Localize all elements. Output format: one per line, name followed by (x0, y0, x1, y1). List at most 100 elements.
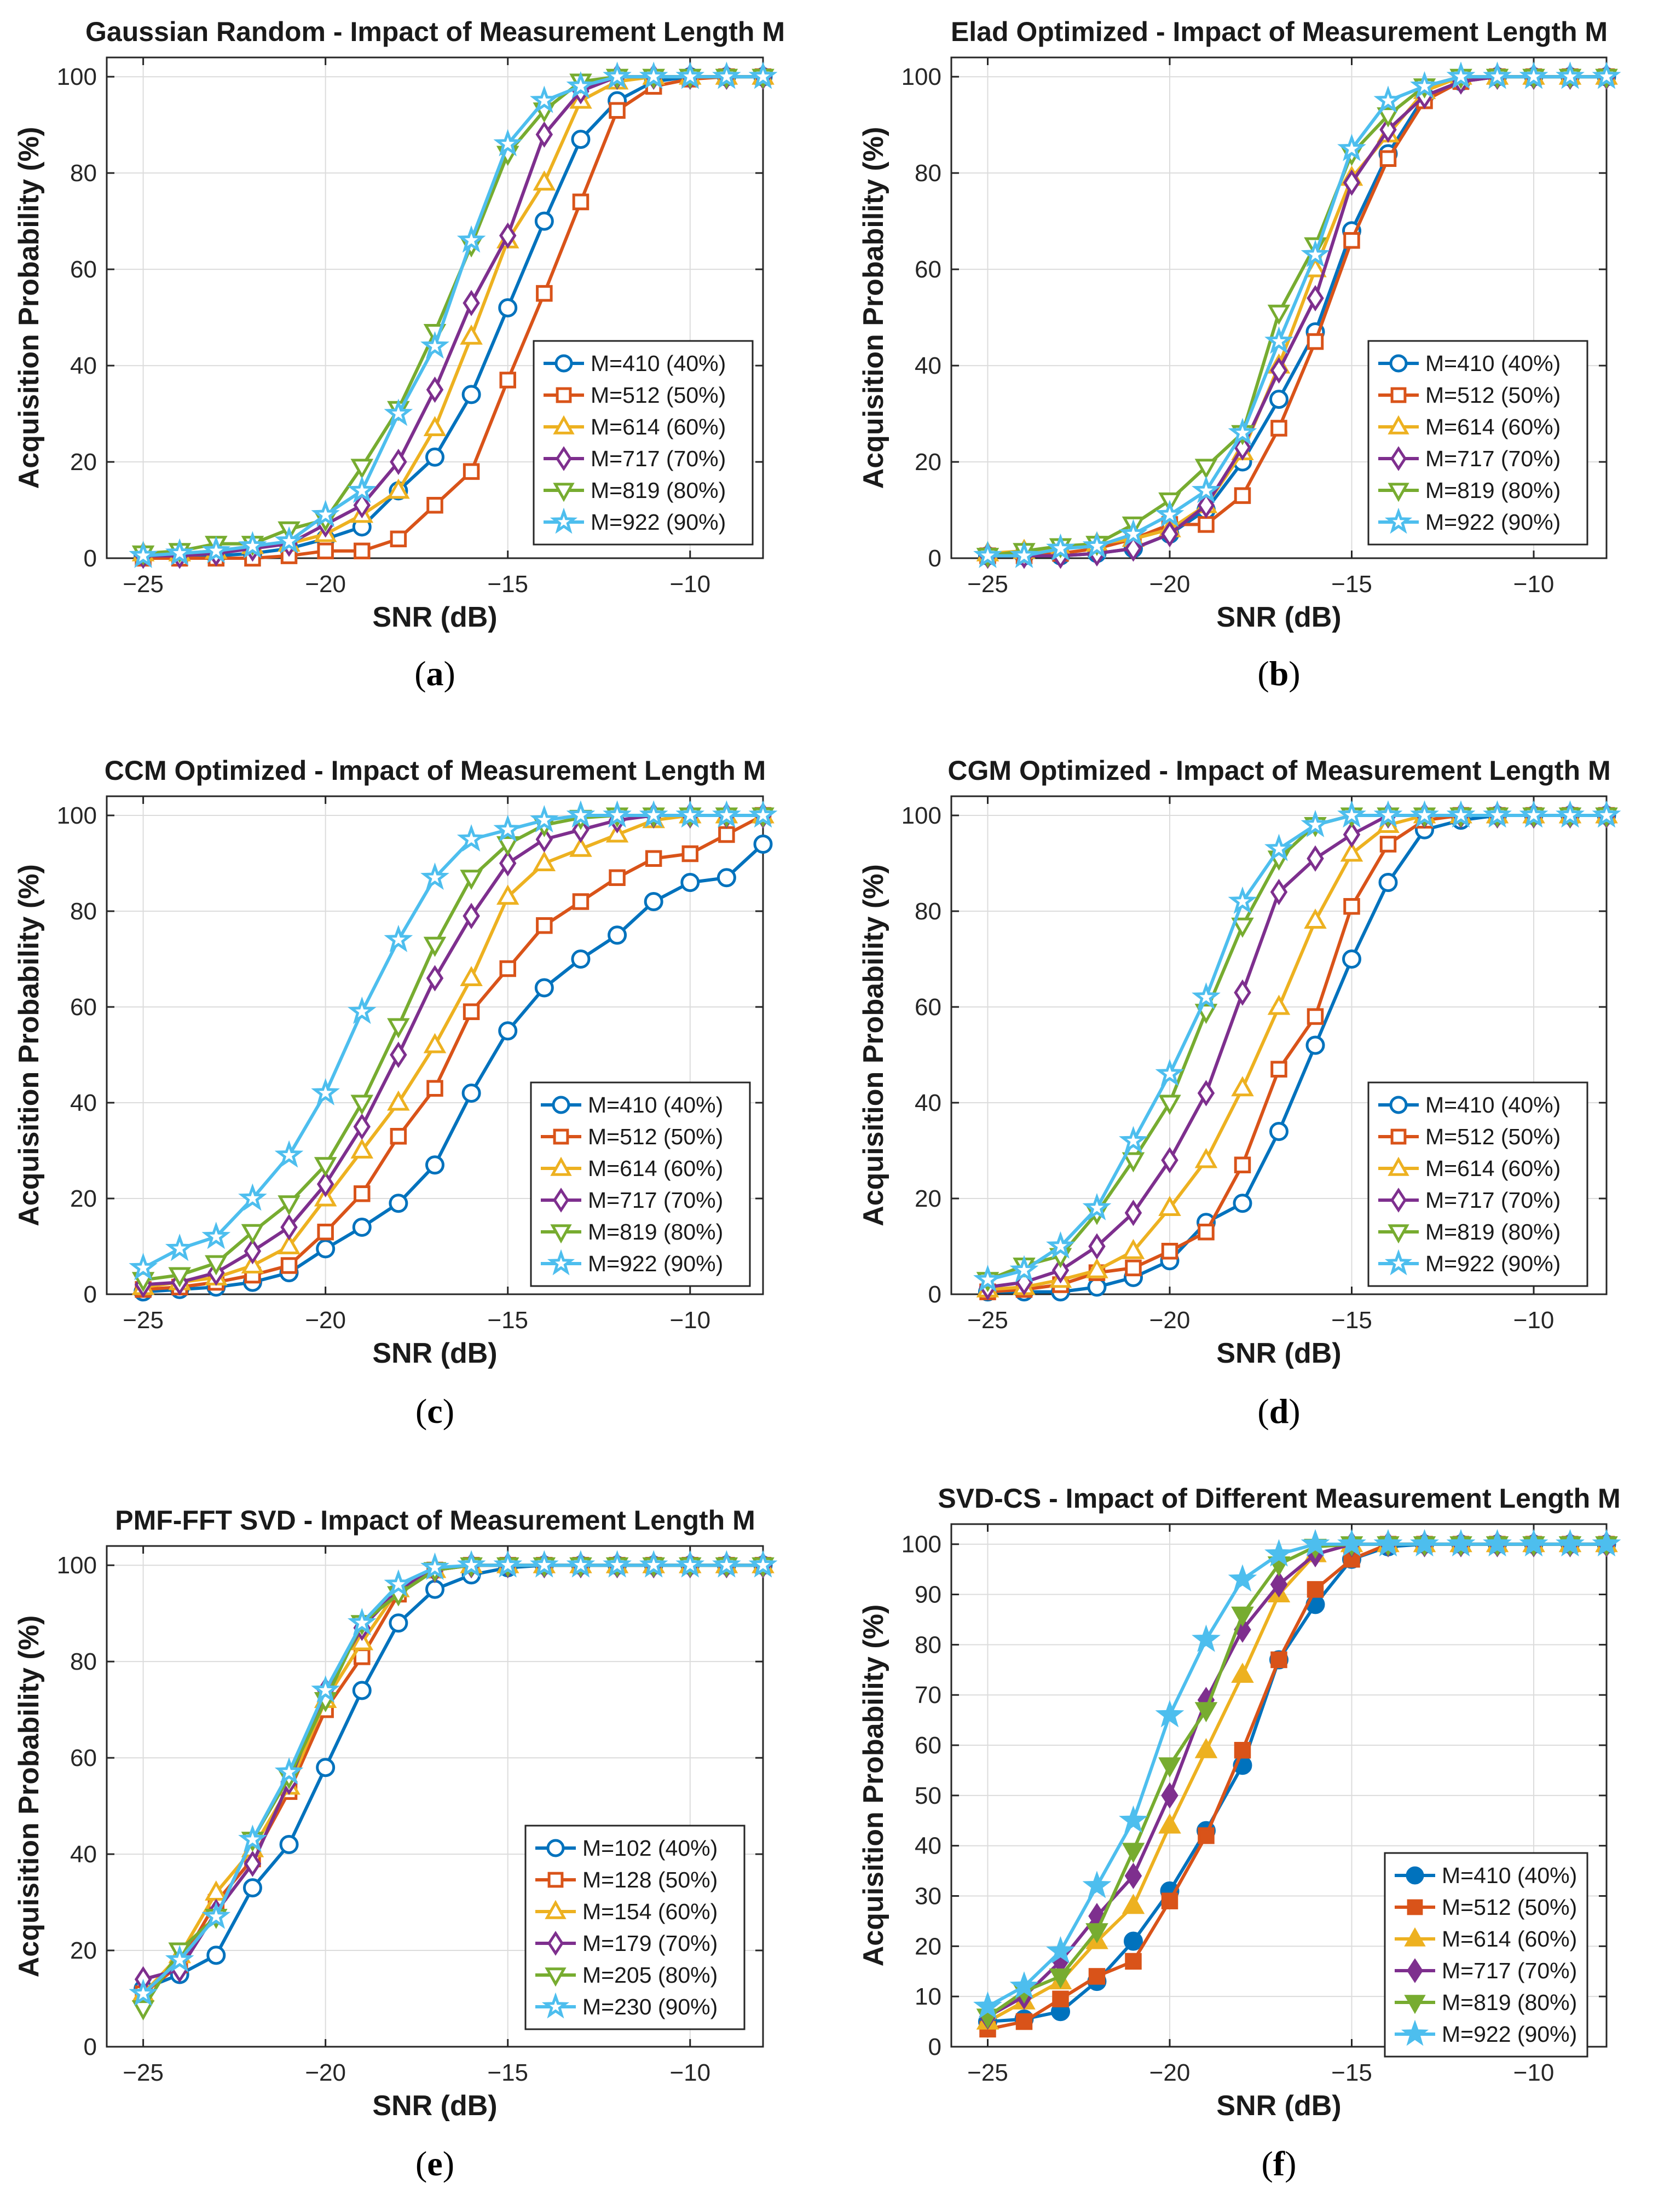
data-point (423, 1033, 447, 1053)
data-point (1194, 459, 1218, 479)
caption-close: ) (1288, 654, 1300, 693)
data-point (461, 1084, 481, 1103)
data-point (460, 870, 483, 890)
data-point (1228, 886, 1257, 914)
legend: M=410 (40%) M=512 (50%) M=614 (60%) M=717 (… (1367, 340, 1588, 546)
data-point (1234, 487, 1251, 504)
y-axis-label: Acquisition Probability (%) (13, 127, 45, 489)
legend-marker (1388, 1224, 1409, 1244)
data-point (675, 1550, 705, 1578)
legend-label: M=819 (80%) (1425, 478, 1561, 503)
data-point (571, 130, 591, 149)
data-point (1377, 107, 1400, 128)
data-point (1307, 285, 1324, 311)
data-point (1270, 1651, 1287, 1669)
y-tick-label: 40 (915, 352, 941, 379)
data-point (1264, 833, 1293, 861)
data-point (426, 376, 444, 403)
data-point (675, 800, 705, 828)
legend-label: M=922 (90%) (1442, 2022, 1577, 2047)
legend-marker (547, 1931, 564, 1956)
legend: M=410 (40%) M=512 (50%) M=614 (60%) M=717 (… (530, 1081, 751, 1287)
data-point (463, 463, 480, 480)
x-tick-label: −20 (305, 2059, 346, 2086)
legend-label: M=614 (60%) (591, 414, 726, 439)
axes-box (106, 795, 764, 1295)
data-point (1119, 1805, 1148, 1833)
legend-label: M=717 (70%) (1425, 446, 1561, 471)
data-point (350, 1138, 374, 1159)
data-point (1269, 1122, 1288, 1141)
data-point (238, 531, 267, 559)
x-axis-label: SNR (dB) (372, 1337, 497, 1369)
data-point (274, 1757, 304, 1785)
data-point (1234, 434, 1251, 461)
legend-label: M=819 (80%) (1442, 1990, 1577, 2015)
data-point (1198, 1827, 1215, 1844)
legend: M=410 (40%) M=512 (50%) M=614 (60%) M=717 (… (1367, 1081, 1588, 1287)
data-point (496, 836, 519, 856)
data-point (1161, 1782, 1178, 1809)
data-point (1122, 1238, 1145, 1259)
caption-letter: c (427, 1392, 442, 1431)
data-point (1379, 116, 1397, 143)
data-point (1379, 836, 1397, 853)
data-point (1161, 1892, 1178, 1909)
legend-label: M=102 (40%) (582, 1835, 718, 1861)
data-point (493, 814, 523, 842)
legend-label: M=819 (80%) (588, 1219, 723, 1244)
data-point (1483, 61, 1512, 89)
data-point (423, 936, 447, 957)
x-tick-label: −25 (967, 571, 1008, 598)
caption-close: ) (1285, 2144, 1296, 2183)
legend-label: M=922 (90%) (588, 1251, 723, 1276)
legend-marker (1384, 1249, 1413, 1276)
panel-caption: (d) (1257, 1392, 1300, 1431)
chart-title: CGM Optimized - Impact of Measurement Le… (947, 755, 1610, 786)
legend-label: M=410 (40%) (1442, 1863, 1577, 1888)
data-point (1158, 1813, 1181, 1834)
legend-label: M=614 (60%) (1442, 1926, 1577, 1952)
data-point (1410, 800, 1439, 828)
y-tick-label: 80 (70, 1648, 97, 1675)
y-tick-label: 90 (915, 1582, 941, 1608)
data-point (354, 542, 371, 560)
data-point (1556, 1528, 1585, 1557)
legend-marker (1390, 387, 1407, 403)
data-point (274, 526, 304, 554)
legend-marker (556, 446, 572, 471)
data-point (1051, 1257, 1070, 1284)
legend-marker (550, 1224, 572, 1244)
data-point (1155, 500, 1184, 528)
data-point (1231, 1606, 1254, 1627)
data-point (1087, 1277, 1107, 1297)
x-tick-label: −10 (1513, 1307, 1555, 1334)
data-point (1379, 150, 1397, 167)
data-point (1301, 240, 1330, 268)
y-axis-label: Acquisition Probability (%) (858, 864, 889, 1226)
data-point (280, 1257, 298, 1274)
data-point (534, 978, 554, 998)
caption-letter: d (1269, 1392, 1289, 1431)
data-point (1519, 61, 1548, 89)
legend-marker (556, 387, 572, 403)
series-6 (129, 1550, 778, 2006)
legend-label: M=512 (50%) (588, 1124, 723, 1149)
data-point (390, 1041, 407, 1068)
panel-caption: (b) (1257, 654, 1300, 693)
data-point (1234, 979, 1251, 1006)
data-point (1343, 232, 1360, 249)
legend-marker (1390, 1188, 1407, 1213)
data-point (572, 893, 590, 910)
data-point (1015, 2013, 1033, 2030)
data-point (1592, 1528, 1621, 1557)
data-point (675, 61, 705, 89)
y-axis-label: Acquisition Probability (%) (13, 864, 45, 1226)
legend-marker (1388, 483, 1409, 502)
data-point (1301, 1528, 1330, 1557)
data-point (165, 538, 194, 566)
caption-letter: e (427, 2144, 442, 2183)
data-point (425, 1155, 444, 1175)
data-point (387, 1090, 410, 1111)
